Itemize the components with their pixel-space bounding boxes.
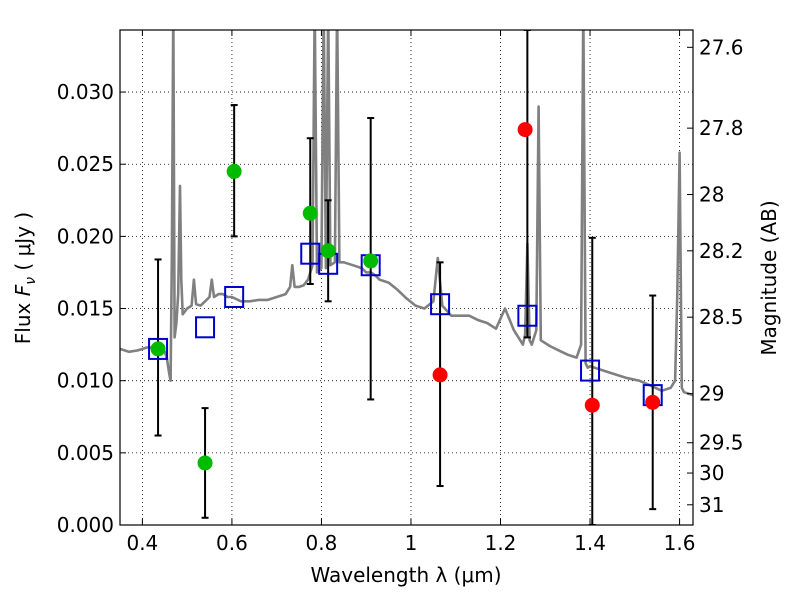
plot-area [120, 30, 693, 525]
y2-tick-label: 27.6 [699, 35, 744, 59]
y-tick-label: 0.025 [57, 152, 114, 176]
synthetic-square [517, 304, 538, 327]
synthetic-square [195, 316, 216, 339]
detection-point [226, 163, 242, 179]
y2-tick-label: 31 [699, 493, 724, 517]
y2-axis: 27.6 27.8 28 28.2 28.5 29 29.5 30 31 [687, 35, 744, 517]
detection-point [302, 205, 318, 221]
synthetic-square [148, 337, 169, 360]
y2-tick-label: 29 [699, 382, 724, 406]
y-tick-label: 0.030 [57, 80, 114, 104]
y-tick-label: 0.010 [57, 369, 114, 393]
lowsn-point [645, 394, 661, 410]
y-tick-label: 0.015 [57, 297, 114, 321]
detection-point [197, 455, 213, 471]
y2-tick-label: 29.5 [699, 431, 744, 455]
detection-point [320, 243, 336, 259]
detection-point [363, 253, 379, 269]
grid [120, 30, 693, 526]
y2-tick-label: 27.8 [699, 116, 744, 140]
x-tick-label: 0.4 [126, 531, 158, 555]
y2-axis-label: Magnitude (AB) [757, 200, 781, 355]
plot-frame [119, 29, 694, 526]
synthetic-square [580, 359, 601, 382]
x-tick-label: 1 [405, 531, 418, 555]
y-axis-label: Flux Fν ( μJy ) [11, 212, 39, 344]
x-tick-label: 1.2 [485, 531, 517, 555]
x-tick-label: 1.4 [574, 531, 606, 555]
synthetic-square [430, 293, 451, 316]
y2-tick-label: 28.5 [699, 305, 744, 329]
y-tick-label: 0.005 [57, 441, 114, 465]
y-axis: 0.000 0.005 0.010 0.015 0.020 0.025 0.030 [57, 80, 126, 537]
lowsn-point [432, 367, 448, 383]
x-tick-label: 0.6 [216, 531, 248, 555]
x-axis: 0.4 0.6 0.8 1 1.2 1.4 1.6 [126, 30, 695, 555]
y2-tick-label: 28 [699, 183, 724, 207]
lowsn-point [517, 122, 533, 138]
model-sed-line [120, 30, 693, 397]
y-tick-label: 0.020 [57, 224, 114, 248]
detection-point [150, 341, 166, 357]
x-axis-label: Wavelength λ (μm) [310, 563, 501, 587]
lowsn-point [584, 397, 600, 413]
x-tick-label: 1.6 [664, 531, 696, 555]
y2-tick-label: 30 [699, 461, 724, 485]
synthetic-square [224, 285, 245, 308]
y-tick-label: 0.000 [57, 513, 114, 537]
x-tick-label: 0.8 [306, 531, 338, 555]
y2-tick-label: 28.2 [699, 239, 744, 263]
